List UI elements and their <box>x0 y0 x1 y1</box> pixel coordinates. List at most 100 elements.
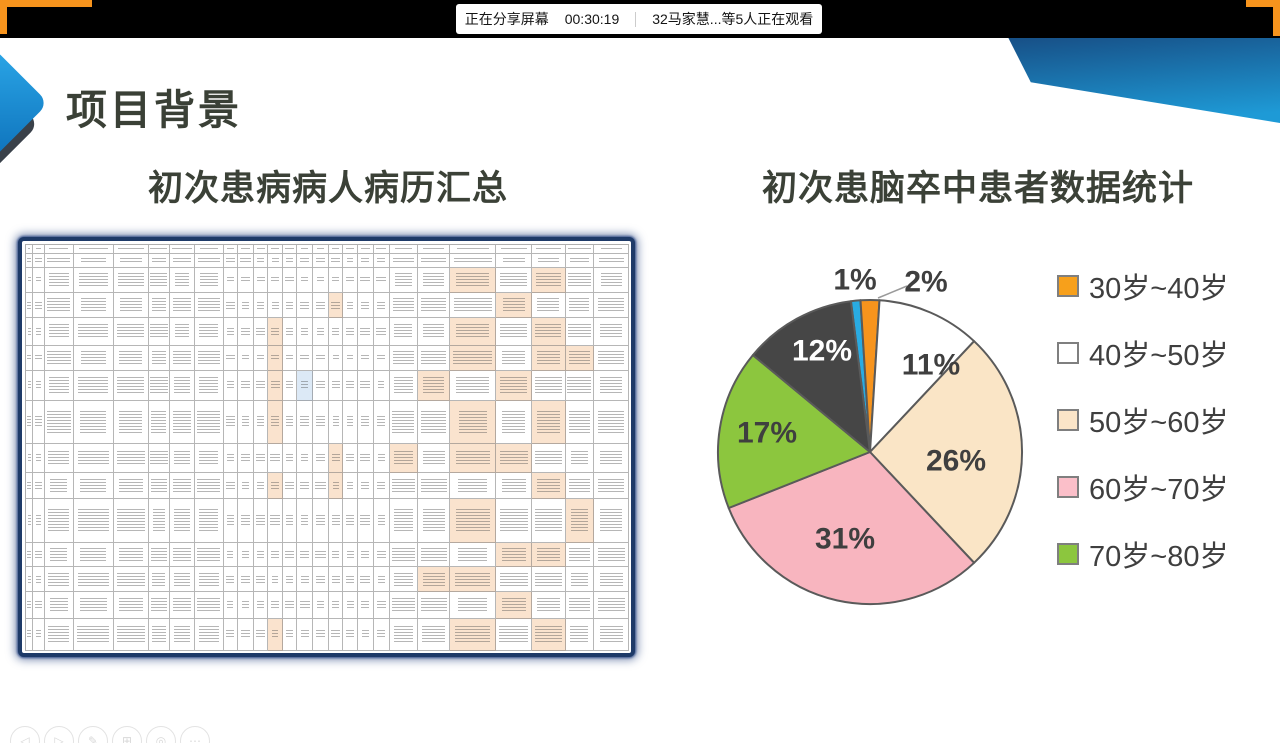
cell-text-lines <box>421 298 447 312</box>
table-cell <box>373 370 390 402</box>
cell-text-lines <box>256 575 266 583</box>
cell-text-lines <box>226 575 235 583</box>
table-cell <box>565 444 595 473</box>
cell-text-lines <box>455 508 490 533</box>
table-cell <box>313 245 329 255</box>
magnifier-icon[interactable]: ◎ <box>146 726 176 743</box>
table-cell <box>253 346 269 371</box>
table-cell <box>223 592 239 619</box>
table-cell <box>313 567 329 593</box>
more-icon[interactable]: ⋯ <box>180 726 210 743</box>
table-cell <box>194 444 224 473</box>
cell-text-lines <box>80 298 106 312</box>
table-cell <box>148 542 171 568</box>
cell-text-lines <box>35 301 42 309</box>
table-cell <box>343 401 358 445</box>
next-icon[interactable]: ▷ <box>44 726 74 743</box>
previous-icon[interactable]: ◁ <box>10 726 40 743</box>
table-cell <box>565 542 595 568</box>
cell-text-lines <box>77 572 110 586</box>
table-cell <box>532 542 566 568</box>
table-cell <box>389 472 419 500</box>
cell-text-lines <box>47 258 71 263</box>
cell-text-lines <box>360 601 370 609</box>
cell-text-lines <box>27 454 31 462</box>
legend-item: 30岁~40岁 <box>1057 273 1228 305</box>
table-cell <box>238 292 254 319</box>
cell-text-lines <box>423 247 445 251</box>
cell-text-lines <box>174 508 190 533</box>
table-cell <box>223 318 239 347</box>
cell-text-lines <box>256 276 265 284</box>
pie-slice-70岁~80岁 <box>717 354 871 509</box>
table-cell <box>343 472 358 500</box>
cell-text-lines <box>346 551 354 558</box>
cell-text-lines <box>80 351 106 365</box>
cell-text-lines <box>225 301 235 309</box>
cell-text-lines <box>78 273 109 287</box>
cell-text-lines <box>392 298 415 312</box>
legend-swatch <box>1057 342 1079 364</box>
cell-text-lines <box>331 276 340 284</box>
table-cell <box>148 346 171 371</box>
table-cell <box>73 292 114 319</box>
cell-text-lines <box>315 258 326 263</box>
cell-text-lines <box>285 301 294 309</box>
cell-text-lines <box>300 514 309 527</box>
table-cell <box>297 592 314 619</box>
cell-text-lines <box>48 508 70 533</box>
cell-text-lines <box>502 258 525 263</box>
table-cell <box>113 567 149 593</box>
cell-text-lines <box>271 601 279 609</box>
cell-text-lines <box>535 324 562 340</box>
cell-text-lines <box>285 416 294 429</box>
cell-text-lines <box>47 625 70 643</box>
cell-text-lines <box>286 514 293 527</box>
table-cell <box>532 267 566 293</box>
table-cell <box>170 318 195 347</box>
table-cell <box>418 318 451 347</box>
cell-text-lines <box>360 328 371 336</box>
cell-text-lines <box>331 454 340 462</box>
table-cell <box>148 245 171 255</box>
cell-text-lines <box>77 625 110 643</box>
cell-text-lines <box>225 258 235 263</box>
cell-text-lines <box>257 601 265 609</box>
cell-text-lines <box>377 258 386 263</box>
table-cell <box>594 592 629 619</box>
screen-share-status-pill[interactable]: 正在分享屏幕 00:30:19 32马家慧...等5人正在观看 <box>456 4 822 34</box>
cell-text-lines <box>198 572 219 586</box>
cell-text-lines <box>80 478 107 493</box>
cell-text-lines <box>46 351 71 365</box>
table-cell <box>357 370 374 402</box>
table-cell <box>148 318 171 347</box>
table-cell <box>282 592 298 619</box>
cell-text-lines <box>198 508 219 533</box>
cell-text-lines <box>502 478 526 493</box>
cell-text-lines <box>316 381 325 390</box>
table-cell <box>170 567 195 593</box>
cell-text-lines <box>455 625 491 643</box>
cell-text-lines <box>256 454 265 462</box>
table-cell <box>450 499 497 543</box>
table-cell <box>389 499 419 543</box>
table-cell <box>253 267 269 293</box>
pen-icon[interactable]: ✎ <box>78 726 108 743</box>
legend-label: 50岁~60岁 <box>1089 407 1229 439</box>
cell-text-lines <box>174 324 190 340</box>
table-cell <box>73 472 114 500</box>
cell-text-lines <box>152 508 166 533</box>
table-cell <box>418 401 451 445</box>
table-cell <box>389 401 419 445</box>
table-cell <box>223 370 239 402</box>
table-cell <box>238 618 254 651</box>
cell-text-lines <box>46 298 71 312</box>
table-cell <box>282 346 298 371</box>
table-cell <box>496 245 533 255</box>
cell-text-lines <box>77 508 109 533</box>
cell-text-lines <box>568 597 591 613</box>
table-cell <box>33 318 45 347</box>
table-cell <box>343 245 358 255</box>
table-cell <box>113 346 149 371</box>
projector-icon[interactable]: ⊞ <box>112 726 142 743</box>
